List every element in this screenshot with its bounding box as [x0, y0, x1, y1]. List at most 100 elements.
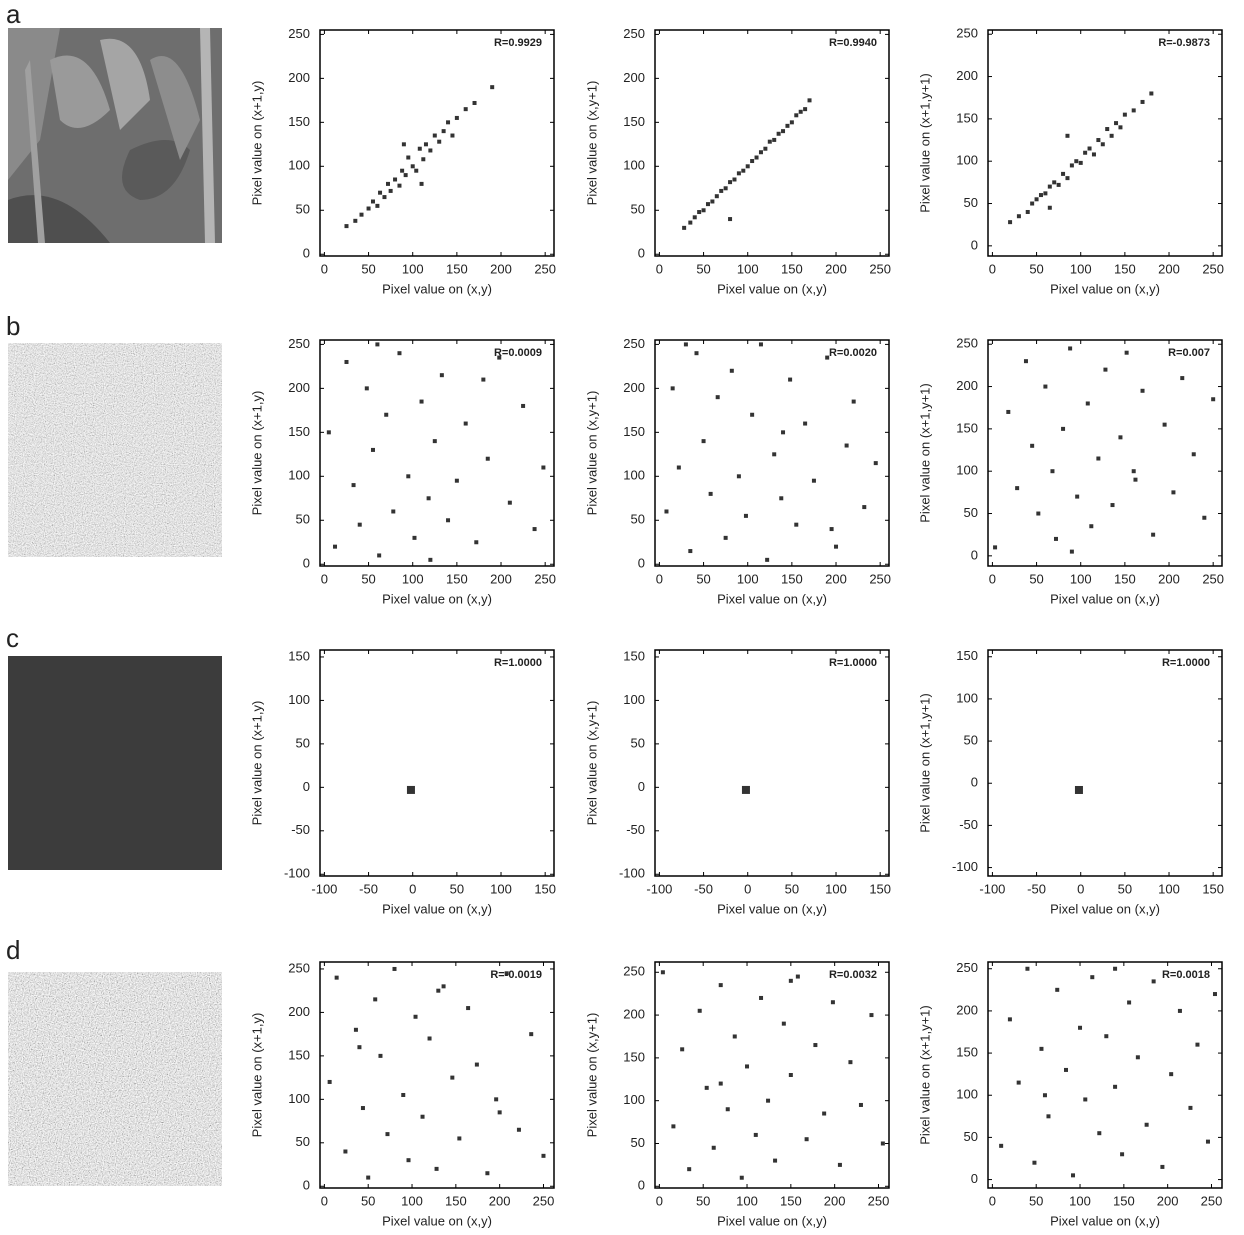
x-tick-label: 100 [401, 1193, 423, 1208]
y-tick-label: 100 [956, 690, 978, 705]
y-tick-label: 0 [303, 556, 310, 571]
point [745, 164, 750, 169]
point [803, 107, 808, 112]
y-tick-label: 250 [623, 26, 645, 41]
point [765, 557, 770, 562]
point [714, 194, 719, 199]
y-tick-label: 0 [303, 1178, 310, 1193]
x-axis-label: Pixel value on (x,y) [1050, 281, 1160, 296]
point [1096, 456, 1101, 461]
point [1074, 785, 1083, 794]
point [776, 131, 781, 136]
point [463, 107, 468, 112]
point [466, 1006, 471, 1011]
point [1124, 350, 1129, 355]
x-tick-label: 250 [534, 571, 556, 586]
x-tick-label: 100 [1070, 571, 1092, 586]
point [375, 203, 380, 208]
point [1034, 197, 1039, 202]
x-tick-label: 150 [1202, 881, 1224, 896]
point [1042, 1093, 1047, 1098]
point [1188, 1105, 1193, 1110]
y-tick-label: 200 [623, 1007, 645, 1022]
y-axis-label: Pixel value on (x+1,y+1) [917, 693, 932, 832]
point [1096, 138, 1101, 143]
x-tick-label: 200 [824, 1193, 846, 1208]
point [834, 544, 839, 549]
annotation: R=0.0020 [829, 347, 877, 359]
point [708, 491, 713, 496]
point [1056, 182, 1061, 187]
x-tick-label: 150 [781, 571, 803, 586]
y-tick-label: 150 [288, 424, 310, 439]
point [446, 120, 451, 125]
x-tick-label: 50 [1029, 1193, 1043, 1208]
point [1171, 490, 1176, 495]
point [1212, 992, 1217, 997]
x-axis-label: Pixel value on (x,y) [382, 1213, 492, 1228]
point [715, 395, 720, 400]
y-axis-label: Pixel value on (x+1,y) [249, 391, 264, 516]
point [1008, 220, 1013, 225]
annotation: R=0.007 [1168, 347, 1210, 359]
point [1016, 214, 1021, 219]
point [1069, 163, 1074, 168]
x-tick-label: 50 [696, 261, 710, 276]
point [406, 785, 415, 794]
point [794, 113, 799, 118]
point [353, 1027, 358, 1032]
x-tick-label: 100 [825, 881, 847, 896]
point [529, 1032, 534, 1037]
point [676, 465, 681, 470]
y-tick-label: 150 [623, 424, 645, 439]
point [485, 456, 490, 461]
point [688, 549, 693, 554]
point [1097, 1131, 1102, 1136]
point [436, 988, 441, 993]
point [343, 1149, 348, 1154]
point [1127, 1000, 1132, 1005]
point [1025, 209, 1030, 214]
point [419, 181, 424, 186]
point [441, 129, 446, 134]
point [497, 355, 502, 360]
plot-frame [319, 649, 555, 877]
x-axis-label: Pixel value on (x,y) [1050, 591, 1160, 606]
y-axis-label: Pixel value on (x,y+1) [584, 1013, 599, 1138]
x-tick-label: 50 [696, 571, 710, 586]
point [412, 535, 417, 540]
y-tick-label: 50 [631, 512, 645, 527]
point [1109, 133, 1114, 138]
noise-image [8, 343, 222, 557]
y-tick-label: 50 [631, 1135, 645, 1150]
y-tick-label: 150 [956, 1045, 978, 1060]
point [1131, 469, 1136, 474]
point [670, 386, 675, 391]
point [1078, 1025, 1083, 1030]
point [1144, 1122, 1149, 1127]
y-tick-label: 50 [964, 195, 978, 210]
x-tick-label: 100 [402, 261, 424, 276]
point [1038, 193, 1043, 198]
point [1036, 511, 1041, 516]
annotation: R=0.9929 [494, 37, 542, 49]
point [1074, 159, 1079, 164]
point [421, 157, 426, 162]
point [1113, 1084, 1118, 1089]
point [357, 1045, 362, 1050]
annotation: R=1.0000 [829, 657, 877, 669]
point [378, 190, 383, 195]
point [701, 208, 706, 213]
y-tick-label: -50 [959, 817, 978, 832]
point [1113, 966, 1118, 971]
point [521, 403, 526, 408]
point [794, 522, 799, 527]
y-tick-label: -50 [291, 822, 310, 837]
point [1162, 422, 1167, 427]
point [1089, 524, 1094, 529]
x-tick-label: 250 [868, 1193, 890, 1208]
y-tick-label: 200 [623, 70, 645, 85]
point [370, 447, 375, 452]
x-tick-label: -50 [694, 881, 713, 896]
point [406, 155, 411, 160]
